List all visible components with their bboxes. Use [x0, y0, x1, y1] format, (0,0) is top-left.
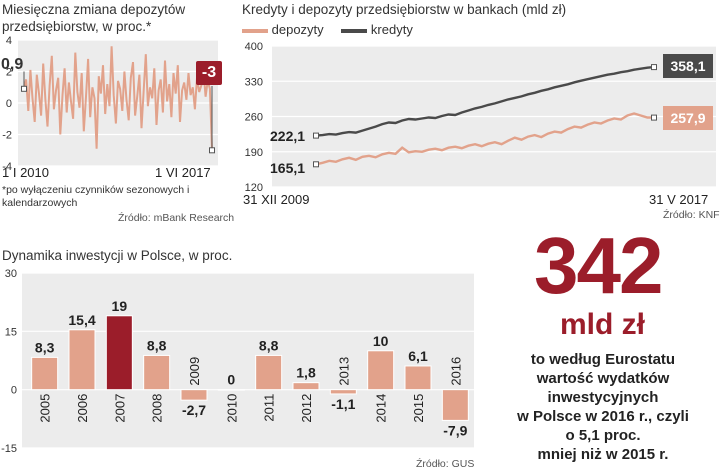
bar	[329, 389, 357, 395]
bar	[217, 389, 245, 391]
category-label: 2006	[75, 394, 90, 423]
bar	[105, 315, 133, 391]
panel2-title: Kredyty i depozyty przedsiębiorstw w ban…	[242, 2, 567, 17]
x-start-label: 1 I 2010	[2, 165, 49, 180]
value-label: 8,3	[35, 339, 55, 355]
y-tick-label: 330	[245, 76, 263, 88]
x-end-label: 31 V 2017	[649, 192, 709, 207]
footnote: *po wyłączeniu czynników sezonowych i ka…	[2, 184, 190, 209]
category-label: 2014	[374, 394, 389, 423]
bar	[292, 382, 320, 391]
kredyty-start-label: 222,1	[270, 128, 306, 144]
bar	[68, 329, 96, 391]
depozyty-end-label: 257,9	[663, 106, 713, 130]
y-tick-label: 4	[6, 35, 12, 47]
end-marker	[651, 64, 657, 71]
legend-swatch-kredyty	[341, 28, 368, 33]
depozyty-line	[315, 112, 655, 166]
depozyty-start-label: 165,1	[270, 160, 306, 176]
credits-deposits-chart: 400 330 260 190 120	[245, 41, 716, 194]
legend-label-kredyty: kredyty	[370, 22, 413, 37]
callout-text: to według Eurostatu wartość wydatków inw…	[486, 350, 720, 464]
kredyty-line	[315, 65, 655, 137]
category-label: 2012	[299, 394, 314, 423]
y-tick-label: 400	[245, 41, 263, 53]
legend-swatch-depozyty	[242, 28, 268, 33]
y-tick-label: -4	[2, 161, 12, 173]
y-tick-label: -15	[1, 443, 17, 455]
x-end-label: 1 VI 2017	[155, 165, 211, 180]
end-marker	[209, 147, 215, 154]
start-value-label: 0,9	[1, 56, 24, 73]
bar	[180, 389, 208, 401]
bar	[441, 389, 469, 421]
category-label: 2010	[224, 394, 239, 423]
investment-dynamics-chart: 30 15 0 -15 2005 8,3 2006 15,4 2007 19 2008 8,8 200…	[1, 268, 474, 455]
callout-number: 342	[534, 221, 663, 310]
y-tick-label: 30	[5, 268, 17, 280]
callout-line: w Polsce w 2016 r., czyli	[517, 408, 689, 425]
callout-line: o 5,1 proc.	[565, 427, 641, 444]
plot-background	[22, 273, 474, 448]
category-label: 2015	[411, 394, 426, 423]
x-start-label: 31 XII 2009	[243, 192, 310, 207]
y-tick-label: 260	[245, 112, 263, 124]
value-label: 8,8	[259, 337, 279, 353]
value-label: 6,1	[408, 348, 428, 364]
start-marker	[313, 132, 319, 139]
start-marker	[21, 85, 27, 92]
category-label: 2011	[262, 394, 277, 422]
legend-label-depozyty: depozyty	[271, 22, 324, 37]
value-label: 19	[112, 298, 128, 314]
category-label: 2016	[448, 357, 463, 386]
value-label: -7,9	[443, 422, 467, 438]
callout-line: wartość wydatków	[536, 370, 670, 387]
start-marker	[313, 161, 319, 168]
kredyty-end-label: 358,1	[663, 54, 713, 78]
category-label: 2008	[150, 394, 165, 423]
category-label: 2005	[38, 394, 53, 423]
y-tick-label: 0	[6, 98, 12, 110]
y-tick-label: 120	[245, 182, 263, 194]
callout-line: inwestycyjnych	[547, 389, 659, 406]
value-label: -1,1	[331, 396, 355, 412]
category-label: 2013	[336, 357, 351, 386]
y-tick-label: 2	[6, 67, 12, 79]
deposit-change-chart: 4 2 0 -2 -4	[2, 35, 218, 173]
value-label: 1,8	[296, 365, 316, 381]
end-marker	[651, 114, 657, 121]
bar	[31, 356, 59, 391]
panel1-title: Miesięczna zmiana depozytów przedsiębior…	[2, 2, 186, 34]
y-tick-label: 15	[5, 326, 17, 338]
panel1-source: Źródło: mBank Research	[118, 212, 235, 224]
value-label: 8,8	[147, 337, 167, 353]
value-label: 0	[227, 372, 235, 388]
bar	[404, 365, 432, 391]
bar	[143, 354, 171, 391]
callout-line: to według Eurostatu	[530, 351, 676, 368]
bar	[367, 350, 395, 391]
panel3-source: Źródło: GUS	[416, 458, 475, 470]
value-label: 10	[373, 333, 389, 349]
y-tick-label: -2	[2, 130, 12, 142]
value-label: 15,4	[68, 312, 95, 328]
deposit-change-line	[23, 46, 213, 151]
y-tick-label: 0	[11, 385, 17, 397]
value-label: -2,7	[182, 402, 206, 418]
legend: depozyty kredyty	[242, 22, 413, 37]
panel2-source: Źródło: KNF	[663, 209, 720, 221]
end-value-label: -3	[196, 61, 222, 85]
panel3-title: Dynamika inwestycji w Polsce, w proc.	[2, 248, 233, 263]
bar	[255, 354, 283, 391]
callout-line: mniej niż w 2015 r.	[537, 446, 669, 463]
callout-unit: mld zł	[560, 308, 646, 341]
y-tick-label: 190	[245, 147, 263, 159]
category-label: 2007	[112, 394, 127, 423]
category-label: 2009	[187, 357, 202, 386]
